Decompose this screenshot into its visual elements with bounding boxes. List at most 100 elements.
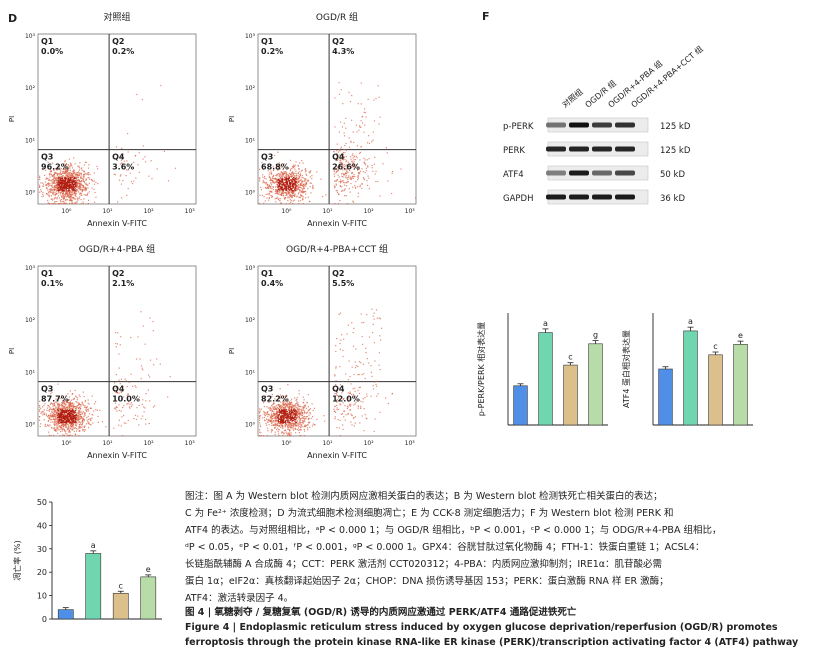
event-dot — [281, 175, 284, 177]
event-dot — [86, 184, 88, 186]
event-dot — [282, 426, 284, 428]
event-dot — [290, 192, 292, 194]
event-dot — [267, 420, 269, 422]
event-dot — [114, 395, 116, 398]
event-dot — [118, 398, 120, 400]
event-dot — [283, 432, 285, 434]
event-dot — [46, 409, 48, 411]
event-dot — [71, 420, 73, 422]
caption-line-1: 图注：图 A 为 Western blot 检测内质网应激相关蛋白的表达；B 为… — [185, 491, 663, 502]
event-dot — [297, 164, 299, 166]
event-dot — [59, 435, 61, 437]
event-dot — [67, 413, 69, 416]
event-dot — [47, 183, 49, 185]
event-dot — [339, 154, 341, 156]
event-dot — [340, 160, 342, 162]
event-dot — [291, 415, 293, 417]
event-dot — [366, 159, 368, 161]
event-dot — [62, 421, 64, 423]
event-dot — [292, 410, 294, 413]
event-dot — [79, 404, 81, 406]
event-dot — [76, 405, 79, 407]
event-dot — [44, 413, 46, 416]
event-dot — [63, 195, 65, 197]
event-dot — [264, 200, 266, 202]
event-dot — [62, 416, 64, 418]
event-dot — [271, 429, 273, 431]
event-dot — [55, 421, 57, 423]
event-dot — [275, 415, 277, 417]
event-dot — [54, 428, 56, 431]
event-dot — [81, 179, 83, 182]
event-dot — [70, 425, 72, 427]
event-dot — [289, 415, 291, 417]
event-dot — [333, 173, 335, 175]
event-dot — [291, 191, 293, 194]
event-dot — [57, 419, 59, 421]
event-dot — [80, 168, 82, 170]
event-dot — [55, 418, 57, 420]
event-dot — [61, 394, 63, 397]
event-dot — [114, 402, 117, 404]
event-dot — [262, 182, 264, 184]
event-dot — [364, 108, 366, 110]
event-dot — [299, 409, 301, 411]
event-dot — [61, 173, 63, 175]
event-dot — [354, 422, 356, 424]
y-tick-label: 10⁰ — [245, 189, 256, 196]
event-dot — [58, 403, 60, 405]
event-dot — [39, 410, 41, 412]
event-dot — [66, 185, 68, 187]
event-dot — [293, 409, 295, 411]
event-dot — [89, 418, 91, 420]
event-dot — [66, 178, 68, 180]
event-dot — [265, 193, 267, 196]
event-dot — [291, 411, 293, 413]
event-dot — [311, 175, 313, 177]
event-dot — [69, 421, 71, 423]
event-dot — [78, 435, 80, 437]
event-dot — [297, 175, 299, 177]
panel-d-label: D — [8, 12, 18, 25]
event-dot — [70, 178, 72, 180]
event-dot — [288, 408, 290, 410]
event-dot — [359, 422, 361, 424]
event-dot — [269, 190, 271, 192]
event-dot — [338, 167, 340, 169]
event-dot — [348, 175, 350, 177]
event-dot — [278, 422, 281, 424]
event-dot — [62, 171, 64, 173]
event-dot — [334, 186, 336, 188]
event-dot — [56, 180, 58, 182]
event-dot — [49, 180, 51, 182]
event-dot — [307, 427, 309, 429]
event-dot — [56, 179, 59, 181]
event-dot — [70, 422, 72, 424]
event-dot — [78, 407, 81, 409]
event-dot — [362, 398, 364, 400]
event-dot — [53, 203, 55, 205]
event-dot — [391, 172, 393, 174]
event-dot — [69, 186, 71, 188]
event-dot — [54, 429, 57, 431]
event-dot — [61, 171, 63, 173]
event-dot — [63, 195, 66, 198]
event-dot — [63, 403, 65, 405]
event-dot — [289, 185, 291, 187]
event-dot — [263, 196, 265, 198]
event-dot — [353, 173, 355, 176]
x-tick-label: 10⁰ — [61, 208, 72, 215]
event-dot — [77, 197, 79, 199]
event-dot — [285, 431, 287, 433]
event-dot — [286, 189, 288, 191]
event-dot — [74, 174, 76, 176]
event-dot — [303, 399, 305, 401]
event-dot — [58, 188, 60, 190]
event-dot — [63, 429, 65, 431]
event-dot — [82, 426, 84, 428]
event-dot — [39, 184, 41, 186]
event-dot — [275, 197, 278, 199]
event-dot — [88, 423, 90, 425]
event-dot — [261, 162, 263, 164]
event-dot — [71, 408, 73, 410]
